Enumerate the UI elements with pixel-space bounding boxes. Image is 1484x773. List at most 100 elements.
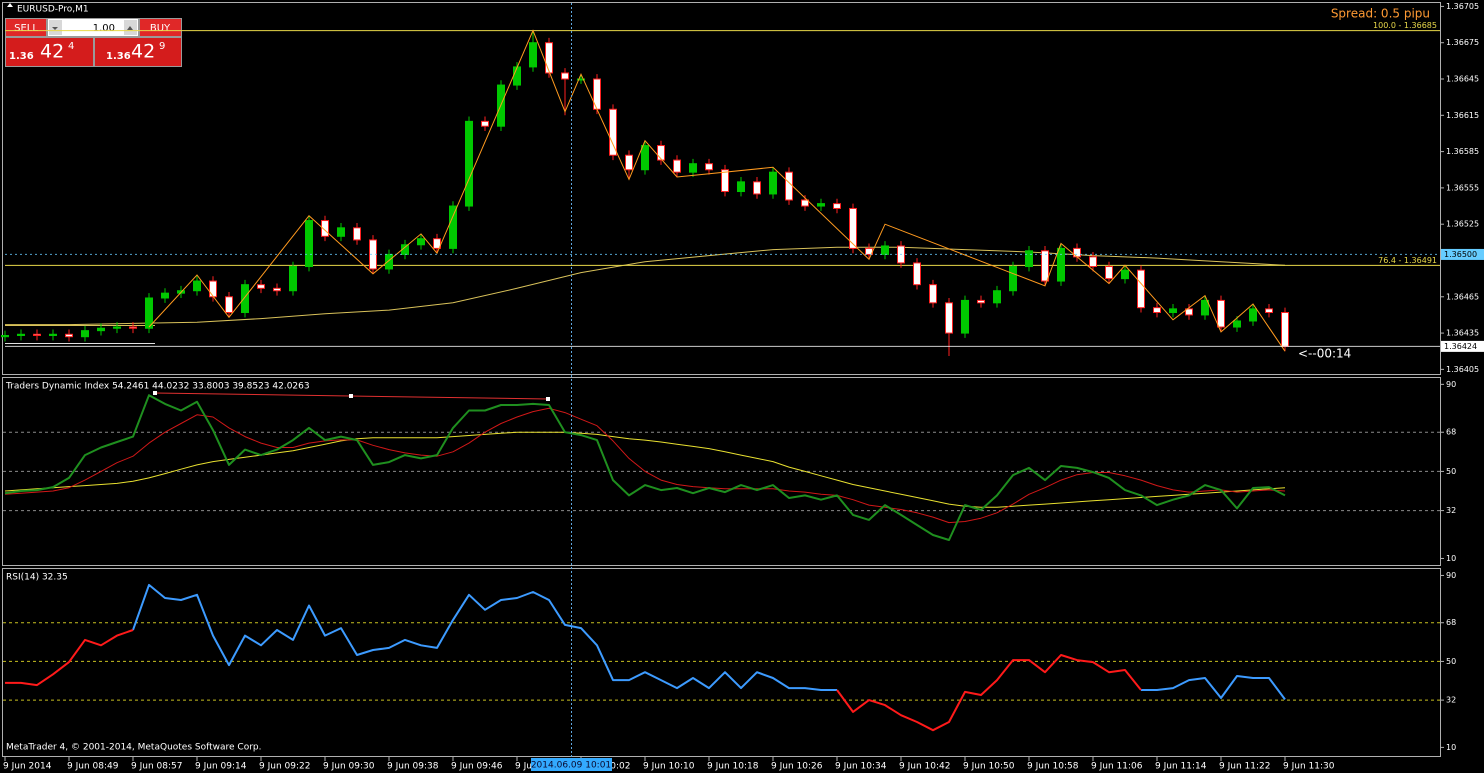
crosshair-box (531, 758, 612, 771)
candle-body (769, 171, 777, 195)
trend-point (349, 394, 353, 398)
candle-body (81, 330, 89, 338)
bid-box[interactable] (6, 38, 93, 66)
y-tick-label: 50 (1446, 467, 1456, 476)
candle-body (337, 227, 345, 237)
candle-body (737, 181, 745, 193)
bid-small: 4 (68, 41, 74, 52)
y-tick-label: 1.36615 (1446, 111, 1479, 120)
x-tick-label: 9 Jun 08:57 (131, 762, 182, 772)
candle-body (929, 284, 937, 304)
ask-main: 42 (131, 41, 155, 63)
rsi-panel-frame (2, 568, 1441, 757)
candle-body (577, 78, 585, 81)
candle-body (1233, 320, 1241, 328)
y-tick-label: 1.36705 (1446, 2, 1479, 11)
candle-body (689, 163, 697, 173)
candle-body (561, 72, 569, 80)
x-tick-label: 9 Jun 11:30 (1283, 762, 1335, 772)
candle-body (977, 299, 985, 304)
candle-body (641, 145, 649, 171)
candle-body (529, 42, 537, 68)
candle-body (785, 171, 793, 201)
trend-point (153, 391, 157, 395)
candle-body (289, 266, 297, 292)
y-tick-label: 10 (1446, 554, 1456, 563)
y-tick-label: 50 (1446, 657, 1456, 666)
y-tick-label: 68 (1446, 428, 1456, 437)
ask-big: 1.36 (106, 51, 131, 62)
lots-field[interactable] (48, 19, 138, 36)
candle-body (609, 108, 617, 156)
y-tick-label: 32 (1446, 506, 1456, 515)
x-tick-label: 9 Jun 11:06 (1091, 762, 1143, 772)
price-box-label: 1.36424 (1444, 342, 1477, 351)
candle-body (193, 280, 201, 292)
x-tick-label: 9 Jun 10:50 (963, 762, 1015, 772)
candle-body (1169, 308, 1177, 314)
buy-button[interactable] (140, 19, 181, 36)
indicator-line (4, 407, 1286, 524)
candle-body (1073, 247, 1081, 258)
candle-body (657, 145, 665, 161)
y-tick-label: 1.36585 (1446, 147, 1479, 156)
menu-icon[interactable] (7, 3, 13, 7)
price-box-label: 1.36500 (1444, 250, 1477, 259)
candle-body (1217, 299, 1225, 328)
rsi-title: RSI(14) 32.35 (6, 573, 68, 583)
y-tick-label: 1.36465 (1446, 292, 1479, 301)
x-tick-label: 9 Jun 10:42 (899, 762, 950, 772)
x-tick-label: 9 Jun 08:49 (67, 762, 119, 772)
candle-body (1009, 266, 1017, 292)
candle-body (1281, 312, 1289, 347)
candle-body (209, 280, 217, 298)
candle-body (1025, 250, 1033, 268)
candle-body (625, 154, 633, 171)
candle-body (273, 287, 281, 292)
x-tick-label: 9 Jun 09:38 (387, 762, 439, 772)
candle-body (1121, 269, 1129, 280)
x-tick-label: 9 Jun 10:58 (1027, 762, 1079, 772)
candle-body (833, 203, 841, 209)
x-tick-label: 9 Jun 10:10 (643, 762, 695, 772)
y-tick-label: 1.36645 (1446, 75, 1479, 84)
candle-body (721, 169, 729, 193)
y-tick-label: 32 (1446, 696, 1456, 705)
price-box (1441, 340, 1484, 352)
indicator-line (132, 583, 1286, 700)
candle-body (545, 42, 553, 74)
candle-body (1201, 299, 1209, 316)
candle-body (945, 302, 953, 334)
down-arrow (52, 27, 58, 30)
candle-body (65, 333, 73, 338)
y-tick-label: 68 (1446, 618, 1456, 627)
y-tick-label: 10 (1446, 743, 1456, 752)
candle-body (241, 284, 249, 314)
y-tick-label: 90 (1446, 571, 1456, 580)
main-panel-frame (2, 2, 1441, 375)
x-tick-label: 9 Jun 09:30 (323, 762, 375, 772)
crosshair: 2014.06.09 10:01 (531, 3, 612, 771)
candle-body (417, 238, 425, 246)
candle-body (145, 297, 153, 329)
candle-body (129, 326, 137, 329)
candle-body (97, 327, 105, 332)
x-tick-label: 9 Jun 09:22 (259, 762, 310, 772)
x-tick-label: 9 Jun 09:46 (451, 762, 503, 772)
sell-button[interactable] (6, 19, 46, 36)
fibo-label: 100.0 - 1.36685 (1373, 21, 1437, 30)
buy-label: BUY (150, 23, 171, 34)
x-tick-label: 9 Jun 10:26 (771, 762, 823, 772)
candle-body (1041, 250, 1049, 282)
price-box (1441, 248, 1484, 260)
candle-body (1137, 269, 1145, 309)
ask-box[interactable] (95, 38, 181, 66)
candle-body (449, 205, 457, 249)
candle-body (481, 120, 489, 127)
y-tick-label: 1.36525 (1446, 220, 1479, 229)
candle-body (161, 292, 169, 299)
y-tick-label: 1.36405 (1446, 365, 1479, 374)
indicator-line (4, 394, 1286, 541)
y-tick-label: 1.36675 (1446, 38, 1479, 47)
fibo-label: 76.4 - 1.36491 (1378, 256, 1437, 265)
